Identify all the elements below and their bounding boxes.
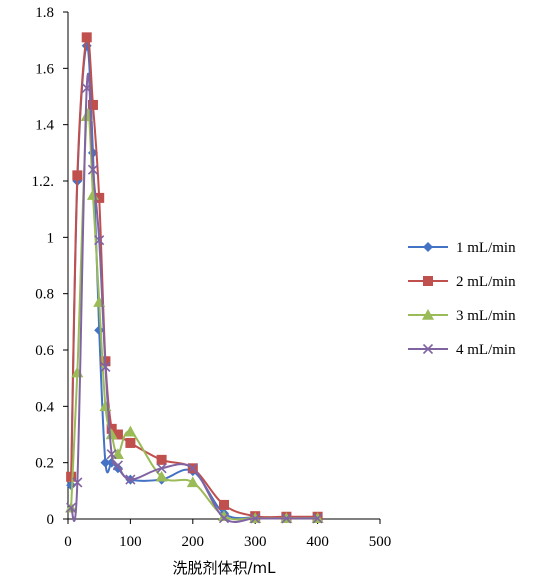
y-tick-label: 0.8 (35, 287, 54, 303)
data-point (106, 449, 117, 460)
x-tick-label: 400 (306, 534, 329, 550)
y-tick-label: 1 (47, 230, 55, 246)
data-point (124, 425, 137, 437)
data-point (218, 510, 230, 521)
x-tick-label: 0 (64, 534, 72, 550)
data-point (155, 470, 168, 482)
legend: 1 mL/min 2 mL/min 3 mL/min 4 mL/min (408, 240, 516, 358)
data-point (72, 170, 83, 181)
legend-item: 1 mL/min (408, 240, 516, 256)
data-point (187, 463, 198, 474)
data-point (100, 457, 111, 468)
data-point (94, 235, 105, 246)
legend-label: 1 mL/min (456, 240, 516, 256)
y-tick-label: 1.8 (35, 5, 54, 21)
data-point (87, 99, 98, 110)
legend-label: 4 mL/min (456, 342, 516, 358)
data-point (94, 192, 105, 203)
legend-marker (423, 276, 433, 286)
data-point (66, 480, 77, 491)
data-point (219, 499, 229, 510)
data-point (156, 454, 167, 465)
data-point (281, 513, 292, 524)
data-point (111, 448, 124, 460)
y-tick-label: 0.6 (35, 343, 54, 359)
legend-label: 2 mL/min (456, 274, 516, 290)
series-layer (65, 32, 324, 524)
data-point (87, 164, 99, 175)
data-point (312, 513, 323, 524)
x-tick-label: 300 (244, 534, 267, 550)
y-ticks: 0 0.2 0.4 0.6 0.8 1 1.2. 1.4 1.6 1.8 (32, 5, 68, 528)
y-tick-label: 0 (47, 512, 55, 528)
series-line (70, 34, 318, 519)
x-tick-label: 100 (119, 534, 142, 550)
data-point (66, 502, 77, 513)
series-line (70, 44, 318, 520)
x-ticks: 0 100 200 300 400 500 (64, 519, 391, 550)
y-tick-label: 0.2 (35, 456, 54, 472)
legend-marker (423, 242, 433, 252)
data-point (125, 474, 136, 485)
series-line (70, 72, 318, 523)
data-point (112, 429, 123, 440)
data-point (186, 476, 199, 488)
legend-label: 3 mL/min (456, 308, 516, 324)
data-point (218, 513, 230, 524)
x-tick-label: 500 (369, 534, 392, 550)
series-1 (66, 40, 323, 523)
legend-item: 4 mL/min (408, 342, 516, 358)
legend-item: 3 mL/min (408, 308, 516, 324)
legend-marker (422, 309, 434, 320)
data-point (156, 463, 167, 474)
data-point (100, 361, 111, 372)
data-point (81, 32, 92, 43)
data-point (81, 82, 92, 94)
x-tick-label: 200 (182, 534, 205, 550)
data-point (112, 460, 123, 471)
data-point (66, 471, 77, 482)
data-point (250, 513, 261, 524)
legend-marker (422, 343, 434, 355)
data-point (125, 437, 136, 448)
x-axis-title: 洗脱剂体积/mL (172, 559, 276, 577)
data-point (72, 477, 83, 488)
axes (67, 12, 380, 520)
y-tick-label: 1.4 (35, 118, 54, 134)
data-point (105, 428, 118, 440)
legend-item: 2 mL/min (408, 274, 516, 290)
y-tick-label: 0.4 (35, 399, 54, 415)
y-tick-label: 1.2. (32, 174, 55, 190)
y-tick-label: 1.6 (35, 61, 54, 77)
series-4 (66, 72, 323, 524)
